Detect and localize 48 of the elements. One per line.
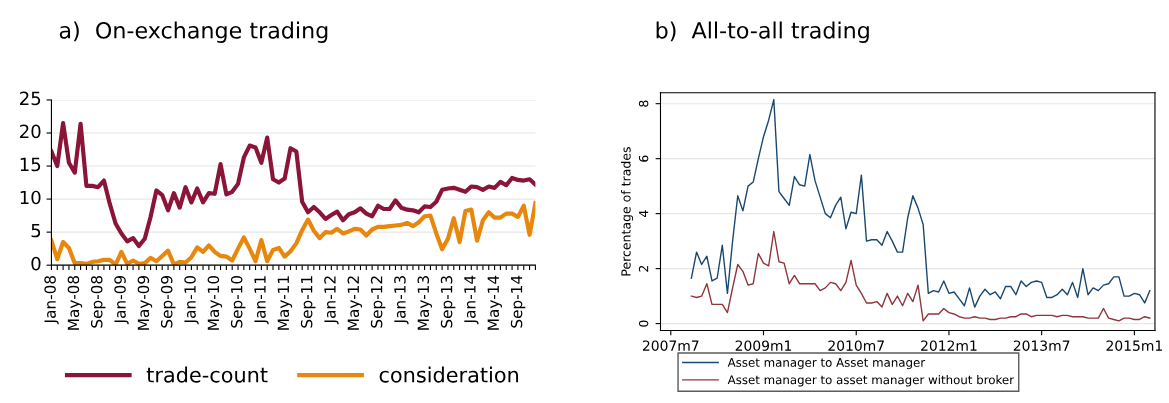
y-tick-label: 5 [31,223,41,238]
y-tick-label: 10 [20,190,41,205]
x-tick-label: 2007m7 [642,340,699,351]
x-tick-label: May-08 [67,275,83,330]
chart-title: a) On-exchange trading [59,21,328,43]
x-tick-label: May-10 [207,275,223,330]
x-tick-label: Sep-12 [370,276,386,328]
x-tick-label: 2012m1 [921,340,977,351]
y-tick-label: 25 [20,91,41,106]
x-tick-label: Sep-13 [440,276,456,328]
chart-title: b) All-to-all trading [656,21,869,43]
x-tick-label: Jan-10 [184,275,199,325]
x-tick-label: Jan-11 [254,276,269,325]
x-tick-label: 2010m7 [828,340,884,351]
y-tick-label: 0 [638,320,649,327]
x-tick-label: Jan-08 [44,275,59,325]
y-tick-label: 15 [20,157,41,172]
x-tick-label: Sep-10 [230,275,246,328]
y-tick-label: 4 [639,210,649,217]
x-tick-label: Sep-14 [510,275,526,328]
legend-label: trade-count [146,366,268,383]
y-tick-label: 0 [31,256,41,271]
x-tick-label: May-12 [347,276,363,330]
line-series [690,230,1151,322]
x-tick-label: 2009m1 [735,340,792,351]
x-tick-label: Sep-11 [300,276,316,328]
legend-label: consideration [379,366,519,383]
x-tick-label: 2013m7 [1013,340,1070,351]
line-series [51,120,536,249]
line-series [690,98,1151,308]
x-tick-label: May-11 [277,276,293,330]
legend-label: Asset manager to Asset manager [727,358,926,370]
y-tick-label: 6 [638,155,649,162]
y-tick-label: 8 [638,100,649,107]
x-tick-label: Jan-13 [394,276,409,325]
x-tick-label: Jan-14 [464,275,479,325]
legend-label: Asset manager to asset manager without broker [727,375,1015,387]
y-tick-label: 20 [20,124,41,139]
x-tick-label: May-13 [417,276,433,330]
x-tick-label: May-09 [137,275,153,330]
y-axis-title: Percentage of trades [621,147,634,276]
x-tick-label: 2015m1 [1106,340,1162,351]
y-tick-label: 2 [638,265,649,272]
x-tick-label: May-14 [487,275,502,330]
x-tick-label: Jan-12 [324,276,339,325]
x-tick-label: Sep-08 [90,275,106,328]
x-tick-label: Sep-09 [160,275,176,328]
x-tick-label: Jan-09 [114,275,129,325]
